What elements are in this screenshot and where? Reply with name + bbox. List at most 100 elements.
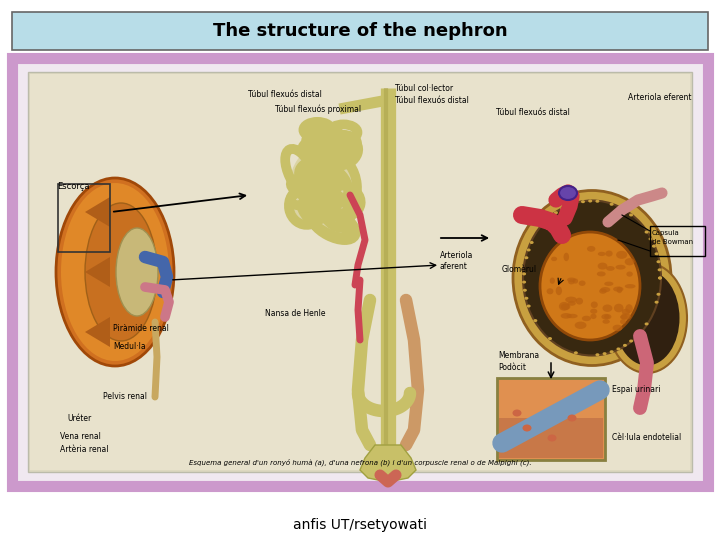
Ellipse shape — [565, 296, 577, 303]
Ellipse shape — [546, 288, 554, 294]
Ellipse shape — [620, 315, 628, 319]
Text: Glomèrul: Glomèrul — [502, 265, 537, 274]
Text: Arteriola eferent: Arteriola eferent — [628, 93, 691, 102]
Ellipse shape — [606, 251, 613, 256]
Text: Túbul flexuós proximal: Túbul flexuós proximal — [275, 105, 361, 114]
Ellipse shape — [568, 279, 575, 285]
Ellipse shape — [549, 278, 555, 284]
Text: Cèl·lula endotelial: Cèl·lula endotelial — [612, 433, 681, 442]
Ellipse shape — [513, 409, 521, 416]
Ellipse shape — [614, 271, 680, 366]
Ellipse shape — [658, 276, 662, 280]
Ellipse shape — [620, 319, 626, 324]
Bar — [12, 12, 708, 50]
Bar — [650, 226, 705, 256]
Text: Uréter: Uréter — [67, 414, 91, 423]
Ellipse shape — [556, 286, 562, 295]
Text: de Bowman: de Bowman — [652, 239, 693, 245]
Ellipse shape — [616, 265, 626, 269]
Ellipse shape — [604, 314, 610, 319]
Text: Túbul flexuós distal: Túbul flexuós distal — [395, 96, 469, 105]
Ellipse shape — [561, 313, 572, 319]
Ellipse shape — [587, 246, 595, 252]
Ellipse shape — [629, 340, 633, 342]
Ellipse shape — [588, 199, 592, 202]
Ellipse shape — [595, 200, 600, 202]
Ellipse shape — [657, 268, 662, 271]
Text: Piràmide renal: Piràmide renal — [113, 324, 169, 333]
Ellipse shape — [629, 213, 633, 217]
Ellipse shape — [657, 293, 660, 296]
Ellipse shape — [524, 256, 528, 259]
Ellipse shape — [559, 186, 577, 200]
Ellipse shape — [616, 347, 621, 350]
Ellipse shape — [568, 301, 576, 306]
Ellipse shape — [654, 252, 659, 255]
Text: Membrana: Membrana — [498, 351, 539, 360]
Ellipse shape — [625, 258, 634, 265]
Ellipse shape — [554, 211, 558, 214]
Bar — [58, 184, 110, 252]
Ellipse shape — [561, 303, 570, 310]
Polygon shape — [85, 317, 110, 347]
Text: Medul·la: Medul·la — [113, 342, 145, 351]
Ellipse shape — [603, 352, 606, 355]
Bar — [30, 74, 690, 470]
Text: Pelvis renal: Pelvis renal — [103, 392, 147, 401]
Ellipse shape — [572, 279, 578, 284]
Ellipse shape — [603, 305, 613, 312]
Ellipse shape — [623, 344, 627, 347]
Text: Espai urinari: Espai urinari — [612, 385, 660, 394]
Ellipse shape — [597, 272, 606, 276]
Ellipse shape — [610, 203, 613, 206]
Ellipse shape — [564, 253, 569, 261]
Ellipse shape — [523, 200, 661, 355]
Text: Túbul flexuós distal: Túbul flexuós distal — [496, 108, 570, 117]
Bar — [499, 418, 603, 458]
Text: The structure of the nephron: The structure of the nephron — [212, 22, 508, 40]
Ellipse shape — [603, 320, 610, 324]
Ellipse shape — [599, 289, 607, 294]
Ellipse shape — [658, 276, 662, 280]
Ellipse shape — [616, 251, 627, 259]
Ellipse shape — [590, 309, 598, 314]
Ellipse shape — [534, 319, 537, 322]
Ellipse shape — [56, 178, 174, 366]
Ellipse shape — [560, 207, 564, 210]
Polygon shape — [85, 197, 110, 227]
Ellipse shape — [601, 314, 611, 320]
Text: Escorça: Escorça — [57, 182, 89, 191]
Ellipse shape — [616, 287, 622, 293]
Text: anfis UT/rsetyowati: anfis UT/rsetyowati — [293, 518, 427, 532]
Ellipse shape — [522, 272, 526, 275]
Text: Podòcit: Podòcit — [498, 363, 526, 372]
Text: Nansa de Henle: Nansa de Henle — [265, 309, 325, 318]
Ellipse shape — [85, 203, 157, 341]
Ellipse shape — [644, 322, 649, 326]
Ellipse shape — [613, 287, 624, 292]
Ellipse shape — [523, 289, 527, 292]
Ellipse shape — [598, 252, 606, 256]
Ellipse shape — [600, 287, 611, 292]
Ellipse shape — [547, 435, 557, 442]
Ellipse shape — [543, 221, 546, 224]
Polygon shape — [85, 257, 110, 287]
Ellipse shape — [523, 424, 531, 431]
Ellipse shape — [575, 322, 587, 329]
Ellipse shape — [649, 238, 652, 240]
Ellipse shape — [574, 352, 578, 354]
Ellipse shape — [289, 144, 361, 232]
Ellipse shape — [625, 284, 636, 288]
Ellipse shape — [524, 297, 528, 300]
Ellipse shape — [626, 304, 633, 313]
Ellipse shape — [567, 314, 577, 318]
Ellipse shape — [567, 415, 577, 422]
Ellipse shape — [526, 248, 531, 252]
Ellipse shape — [621, 313, 631, 320]
Ellipse shape — [590, 301, 598, 308]
Ellipse shape — [613, 325, 623, 331]
Ellipse shape — [559, 302, 570, 310]
Ellipse shape — [581, 200, 585, 203]
Ellipse shape — [590, 314, 596, 319]
Text: Túbul flexuós distal: Túbul flexuós distal — [248, 90, 322, 99]
